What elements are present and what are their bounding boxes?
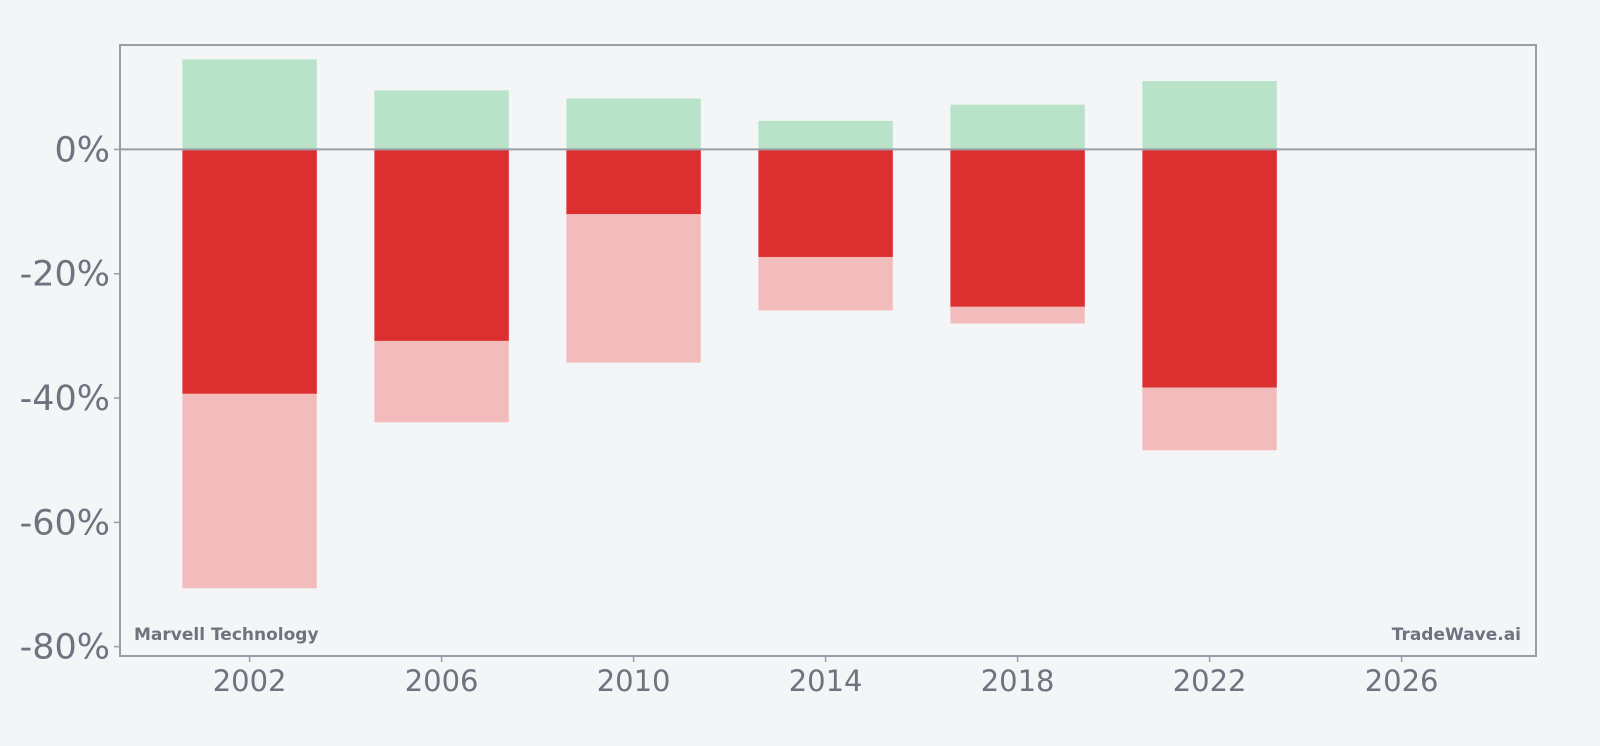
y-axis: 0% -20% -40% -60% -80% <box>20 130 120 668</box>
decline-bar-2022 <box>1142 149 1277 388</box>
x-tick-label: 2026 <box>1365 664 1439 698</box>
gain-bar-2010 <box>566 98 701 150</box>
decline-bar-2002 <box>182 149 317 394</box>
y-tick-label: 0% <box>54 130 110 170</box>
x-axis: 2002 2006 2010 2014 2018 2022 2026 <box>213 656 1439 698</box>
y-tick-label: -40% <box>20 379 110 419</box>
gain-bar-2022 <box>1142 81 1277 150</box>
plot-frame <box>119 44 1537 657</box>
x-tick-label: 2002 <box>213 664 287 698</box>
x-tick-label: 2014 <box>789 664 863 698</box>
y-tick-label: -20% <box>20 255 110 295</box>
gain-bar-2014 <box>758 120 893 150</box>
y-tick-label: -80% <box>20 628 110 668</box>
decline-bar-2018 <box>950 149 1085 307</box>
decline-bar-2010 <box>566 149 701 215</box>
y-tick-label: -60% <box>20 503 110 543</box>
x-tick-label: 2022 <box>1173 664 1247 698</box>
brand-watermark: TradeWave.ai <box>1392 625 1521 645</box>
bars-group <box>182 59 1277 589</box>
gain-bar-2006 <box>374 90 509 150</box>
x-tick-label: 2018 <box>981 664 1055 698</box>
decline-bar-2014 <box>758 149 893 257</box>
gain-bar-2018 <box>950 104 1085 150</box>
gain-bar-2002 <box>182 59 317 150</box>
x-tick-label: 2006 <box>405 664 479 698</box>
company-watermark: Marvell Technology <box>134 625 319 645</box>
x-tick-label: 2010 <box>597 664 671 698</box>
decline-bar-2006 <box>374 149 509 341</box>
